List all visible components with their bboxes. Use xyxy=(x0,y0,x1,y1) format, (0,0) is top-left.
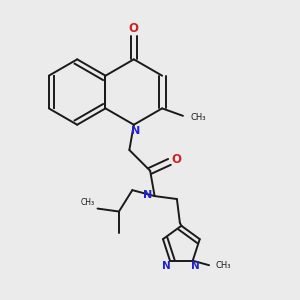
Text: CH₃: CH₃ xyxy=(216,261,231,270)
Text: N: N xyxy=(191,261,200,271)
Text: N: N xyxy=(162,261,170,271)
Text: CH₃: CH₃ xyxy=(80,198,94,207)
Text: N: N xyxy=(131,126,140,136)
Text: N: N xyxy=(143,190,153,200)
Text: CH₃: CH₃ xyxy=(190,113,206,122)
Text: O: O xyxy=(171,153,181,166)
Text: O: O xyxy=(129,22,139,34)
